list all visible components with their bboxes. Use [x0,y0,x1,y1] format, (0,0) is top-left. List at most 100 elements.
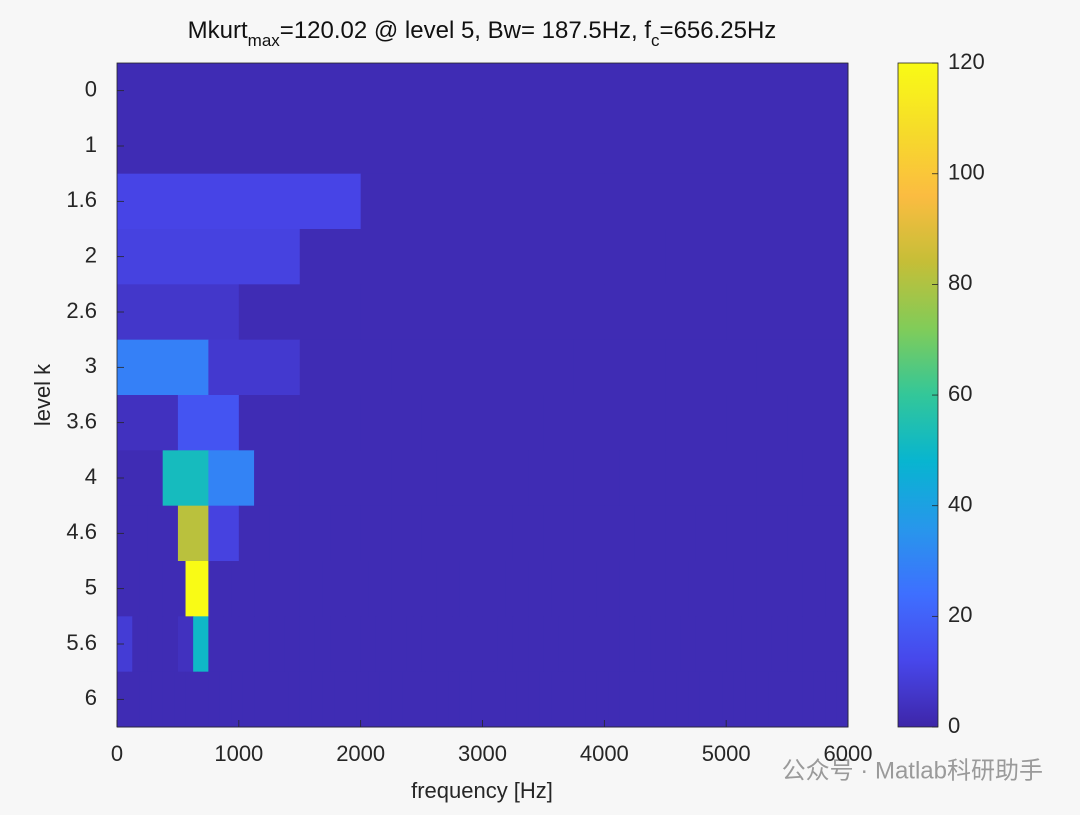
title-subscript: max [248,31,281,50]
heatmap-cell [768,671,780,728]
heatmap-cell [132,616,148,673]
heatmap-cell [619,671,632,728]
heatmap-cell [330,616,346,673]
heatmap-cell [425,671,438,728]
heatmap-cell [710,561,735,617]
heatmap-cell [756,505,788,562]
heatmap-cell [238,284,362,341]
heatmap-cell [299,561,324,617]
heatmap-cell [551,561,575,617]
heatmap-cell [722,671,735,728]
heatmap-cell [238,395,301,451]
heatmap-cell [790,671,803,728]
heatmap-cell [756,671,769,728]
heatmap-cell [311,671,324,728]
heatmap-cell [254,671,266,728]
heatmap-cell [345,450,392,507]
heatmap-cell [185,561,209,617]
heatmap-cell [368,671,381,728]
heatmap-cell [665,339,758,396]
heatmap-cell [219,671,232,728]
heatmap-cell [745,671,758,728]
heatmap-cell [573,671,586,728]
heatmap-cell [779,671,792,728]
heatmap-cell [482,671,495,728]
heatmap-cell [482,561,506,617]
heatmap-cell [375,616,392,673]
y-tick-label: 4.6 [66,519,97,544]
heatmap-cell [756,450,803,507]
heatmap-cell [779,561,803,617]
heatmap-cell [467,616,483,673]
heatmap-cell [459,561,483,617]
heatmap-cell [482,395,544,451]
heatmap-cell [604,616,621,673]
heatmap-cell [177,505,209,562]
heatmap-cell [512,616,529,673]
heatmap-cell [699,671,712,728]
heatmap-cell [787,395,849,451]
heatmap-cell [299,339,392,396]
heatmap-cell [147,505,179,562]
heatmap-cell [421,616,438,673]
heatmap-cell [299,616,316,673]
colorbar-tick-label: 40 [948,492,972,517]
heatmap-cell [726,505,758,562]
heatmap-cell [162,671,175,728]
title-part: =120.02 @ level 5, Bw= 187.5Hz, f [280,17,652,44]
x-axis-label: frequency [Hz] [411,778,553,803]
heatmap-cell [710,616,727,673]
heatmap-cell [391,450,438,507]
heatmap-cell [573,505,605,562]
heatmap-cell [379,671,392,728]
heatmap-cell [817,505,849,562]
heatmap-cell [825,671,838,728]
heatmap-cell [345,671,358,728]
heatmap-cell [360,395,423,451]
heatmap-cell [284,616,301,673]
heatmap-cell [710,671,723,728]
heatmap-cell [265,671,278,728]
heatmap-cell [193,616,209,673]
y-tick-label: 5.6 [66,630,97,655]
heatmap-cell [360,616,377,673]
heatmap-cell [254,450,301,507]
heatmap-cell [117,284,240,341]
heatmap-cell [733,561,758,617]
colorbar-tick-label: 60 [948,381,972,406]
heatmap-cell [117,229,301,285]
heatmap-cell [619,616,636,673]
heatmap-cell [539,671,552,728]
heatmap-cell [528,450,575,507]
heatmap-cell [573,450,621,507]
heatmap-cell [596,561,621,617]
heatmap-cell [497,616,514,673]
heatmap-cell [787,616,803,673]
heatmap-cell [676,671,689,728]
heatmap-cell [619,450,666,507]
heatmap-cell [630,671,643,728]
heatmap-cell [208,505,240,562]
heatmap-cell [208,339,301,396]
heatmap-cell [254,561,278,617]
colorbar-tick-label: 80 [948,270,972,295]
heatmap-cell [665,395,727,451]
heatmap-cell [174,671,187,728]
heatmap-cell [177,395,240,451]
heatmap-cell [368,561,392,617]
heatmap-cell [406,616,423,673]
heatmap-cell [254,616,270,673]
heatmap-cell [334,671,346,728]
heatmap-cell [231,561,255,617]
heatmap-cell [436,561,461,617]
heatmap-cell [551,671,563,728]
y-tick-label: 6 [85,685,97,710]
heatmap-cell [710,450,758,507]
x-tick-label: 3000 [458,741,507,766]
heatmap-cell [573,339,666,396]
heatmap-cell [516,671,529,728]
heatmap [117,63,849,728]
heatmap-cell [543,395,605,451]
heatmap-cell [147,616,164,673]
